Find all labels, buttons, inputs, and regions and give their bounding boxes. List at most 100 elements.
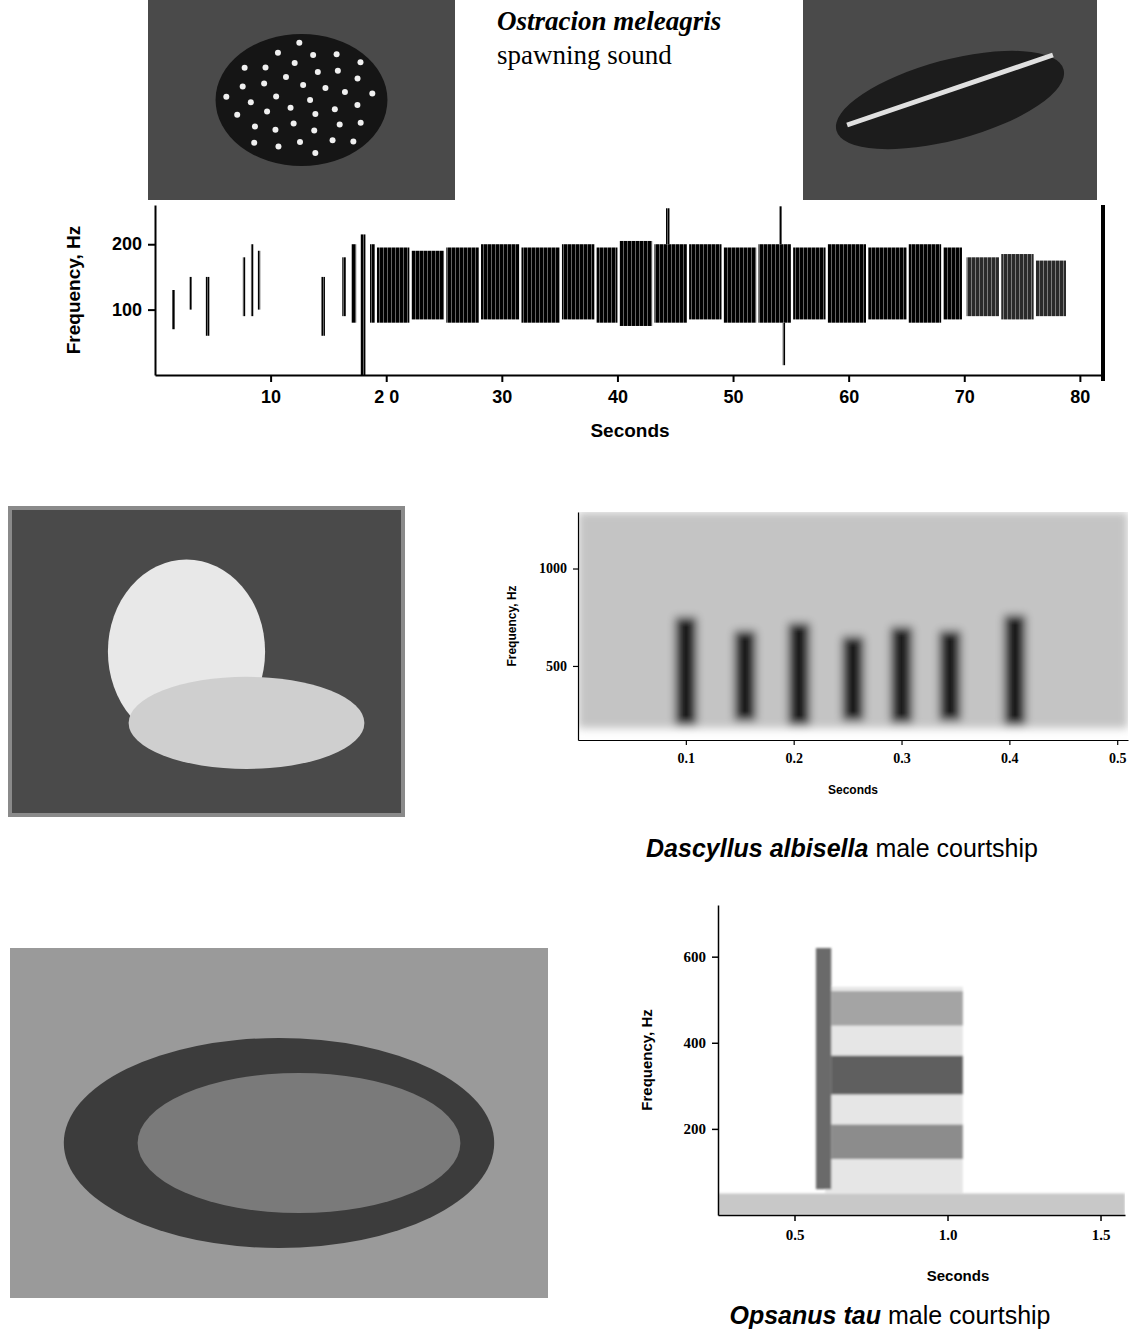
tick-mark [148,244,155,246]
y-axis: 500 1000 [539,513,579,741]
photo-spot [297,139,303,145]
tick-mark [712,1043,718,1045]
tick-mark [1117,740,1118,745]
tick-mark [1079,375,1081,382]
photo-pattern [138,1073,461,1213]
sound-segment [361,234,366,375]
photo [10,508,403,815]
photo-spot [261,81,267,87]
y-axis-title: Frequency, Hz [63,226,84,354]
tick-label: 0.4 [1001,751,1019,766]
tick-label: 1.0 [939,1227,958,1243]
sound-segment [816,948,831,1189]
photo-spot [283,74,289,80]
sound-segment [793,248,825,320]
photo-spot [358,120,364,126]
sound-segment [967,257,999,316]
tick-label: 30 [492,387,512,407]
photo-spot [275,143,281,149]
plot-area [718,948,1125,1215]
tick: 0.5 [1109,740,1127,766]
tick-mark [712,956,718,958]
subtitle: male courtship [888,1301,1051,1329]
photo-spot [300,82,306,88]
subtitle: male courtship [875,834,1038,862]
sound-segment [578,512,1128,728]
tick: 40 [608,375,628,407]
tick: 2 0 [374,375,399,407]
sound-segment [734,631,756,721]
photo-spot [355,75,361,81]
photo-spot [311,128,317,134]
tick-mark [573,666,578,667]
y-axis-line [718,906,720,1216]
photo-spot [242,65,248,71]
sound-segment [251,244,253,316]
sound-segment [788,623,810,724]
x-axis: 0.5 1.0 1.5 [719,1215,1126,1243]
photo-spot [264,108,270,114]
tick: 400 [684,1035,719,1051]
tick-mark [901,740,902,745]
tick: 50 [724,375,744,407]
tick: 600 [684,949,719,965]
photo-spot [342,89,348,95]
y-axis-title: Frequency, Hz [638,1009,655,1110]
photo-spot [252,123,258,129]
sound-segment [446,248,478,323]
sound-segment [868,248,906,320]
photo-spot [330,137,336,143]
tick-label: 10 [261,387,281,407]
photo-spot [354,102,360,108]
y-axis-title: Frequency, Hz [505,585,519,666]
photo-fish [216,34,388,166]
sound-segment [377,248,409,323]
photo-spot [291,120,297,126]
tick-mark [501,375,503,382]
title: Ostracion meleagris [497,6,721,36]
tick: 200 [112,234,155,254]
tick: 0.1 [678,740,696,766]
x-axis-line [579,740,1129,741]
tick-label: 0.2 [785,751,803,766]
photo-spot [292,60,298,66]
photo-spot [272,127,278,133]
tick-mark [386,375,388,382]
tick-mark [964,375,966,382]
tick-label: 400 [684,1035,707,1051]
tick-mark [947,1215,949,1221]
sound-segment [412,251,444,320]
photo-spot [332,106,338,112]
sound-segment [352,244,357,322]
tick: 60 [839,375,859,407]
tick-mark [573,568,578,569]
photo-spot [296,40,302,46]
tick-mark [712,1129,718,1131]
tick-label: 600 [684,949,707,965]
photo-spot [312,111,318,117]
sound-segment [1001,254,1033,319]
tick-mark [686,740,687,745]
title: Dascyllus albisella [646,834,868,862]
tick-label: 1.5 [1092,1227,1111,1243]
tick-label: 50 [724,387,744,407]
x-axis-line [156,375,1104,377]
photo-spot [275,50,281,56]
tick: 0.5 [786,1215,805,1243]
tick-mark [794,1215,796,1221]
subtitle: spawning sound [497,40,672,70]
photo-stripe [847,55,1053,125]
tick: 10 [261,375,281,407]
segments [718,948,1125,1215]
photo-background [148,0,455,200]
sound-segment [521,248,559,323]
tick-mark [794,740,795,745]
photo-coral [129,677,365,769]
photo [148,0,455,200]
tick-label: 1000 [539,561,567,576]
spectrogram-panel: 0.10.20.30.40.55001000SecondsFrequency, … [505,512,1129,862]
photo-spot [273,94,279,100]
sound-segment [828,244,866,322]
tick-label: 500 [546,659,567,674]
tick-label: 0.1 [678,751,696,766]
